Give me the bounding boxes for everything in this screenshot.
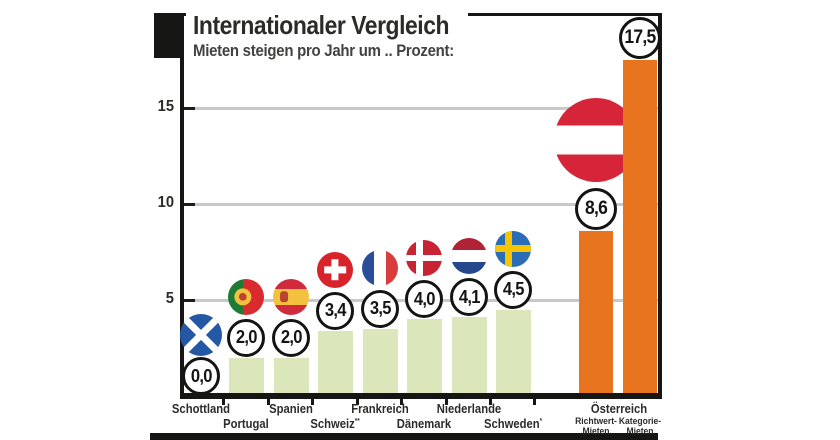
value-badge: 3,5 [361, 289, 399, 328]
bar-sweden [495, 309, 531, 396]
gridline-10 [184, 203, 658, 206]
y-axis-line [180, 13, 184, 399]
sub-label-1: Richtwert- Mieten [575, 416, 617, 436]
bar-netherlands [451, 317, 487, 396]
category-label-sweden: Schweden* [483, 417, 543, 431]
bar-austria-1 [579, 230, 613, 396]
right-frame-line [658, 13, 662, 399]
value-badge: 0,0 [182, 357, 220, 395]
chart-title: Internationaler Vergleich [193, 10, 450, 40]
value-badge: 4,0 [405, 280, 443, 319]
y-tick-label-10: 10 [157, 194, 174, 211]
sub-label-2: Kategorie- Mieten [618, 416, 662, 436]
y-tick-label-15: 15 [157, 98, 174, 115]
bar-spain [273, 357, 309, 396]
bar-switzerland [317, 330, 353, 396]
y-axis-tick-5 [184, 299, 195, 302]
value-badge: 3,4 [316, 291, 354, 330]
value-badge: 17,5 [619, 17, 661, 59]
corner-block [154, 13, 180, 58]
baseline-tick-1 [267, 399, 270, 405]
bar-france [362, 328, 398, 396]
category-label-france: Frankreich [351, 402, 409, 416]
flag-spain-icon [273, 278, 309, 315]
chart-subtitle: Mieten steigen pro Jahr um .. Prozent: [193, 41, 454, 60]
value-badge: 8,6 [575, 187, 617, 230]
value-badge: 2,0 [272, 318, 310, 357]
baseline-tick-2 [311, 399, 314, 405]
flag-sweden-icon [495, 230, 531, 267]
category-label-portugal: Portugal [223, 417, 269, 431]
baseline-tick-4 [400, 399, 403, 405]
bar-denmark [406, 319, 442, 396]
baseline-tick-6 [489, 399, 492, 405]
gridline-15 [184, 107, 658, 110]
baseline-tick-0 [222, 399, 225, 405]
category-label-netherlands: Niederlande [436, 402, 502, 416]
baseline-tick-3 [356, 399, 359, 405]
bar-portugal [228, 357, 264, 396]
y-tick-label-5: 5 [165, 290, 174, 307]
x-axis-baseline [180, 393, 662, 399]
category-label-denmark: Dänemark [396, 417, 452, 431]
category-label-scotland: Schottland [171, 402, 231, 416]
category-label-switzerland: Schweiz** [310, 417, 360, 431]
flag-denmark-icon [406, 240, 442, 277]
bottom-black-bar [150, 433, 658, 440]
category-label-austria: Österreich [590, 402, 648, 416]
flag-netherlands-icon [451, 238, 487, 275]
flag-france-icon [362, 249, 398, 286]
baseline-tick-5 [445, 399, 448, 405]
flag-switzerland-icon [317, 251, 353, 288]
value-badge: 2,0 [227, 318, 265, 357]
flag-portugal-icon [228, 278, 264, 315]
title-block: Internationaler Vergleich Mieten steigen… [186, 6, 468, 64]
y-axis-tick-15 [184, 107, 195, 110]
category-label-spain: Spanien [269, 402, 313, 416]
value-badge: 4,5 [494, 270, 532, 309]
baseline-tick-7 [533, 399, 536, 405]
flag-scotland-icon [180, 314, 222, 356]
value-badge: 4,1 [450, 278, 488, 317]
bar-austria-2 [623, 60, 657, 396]
y-axis-tick-10 [184, 203, 195, 206]
